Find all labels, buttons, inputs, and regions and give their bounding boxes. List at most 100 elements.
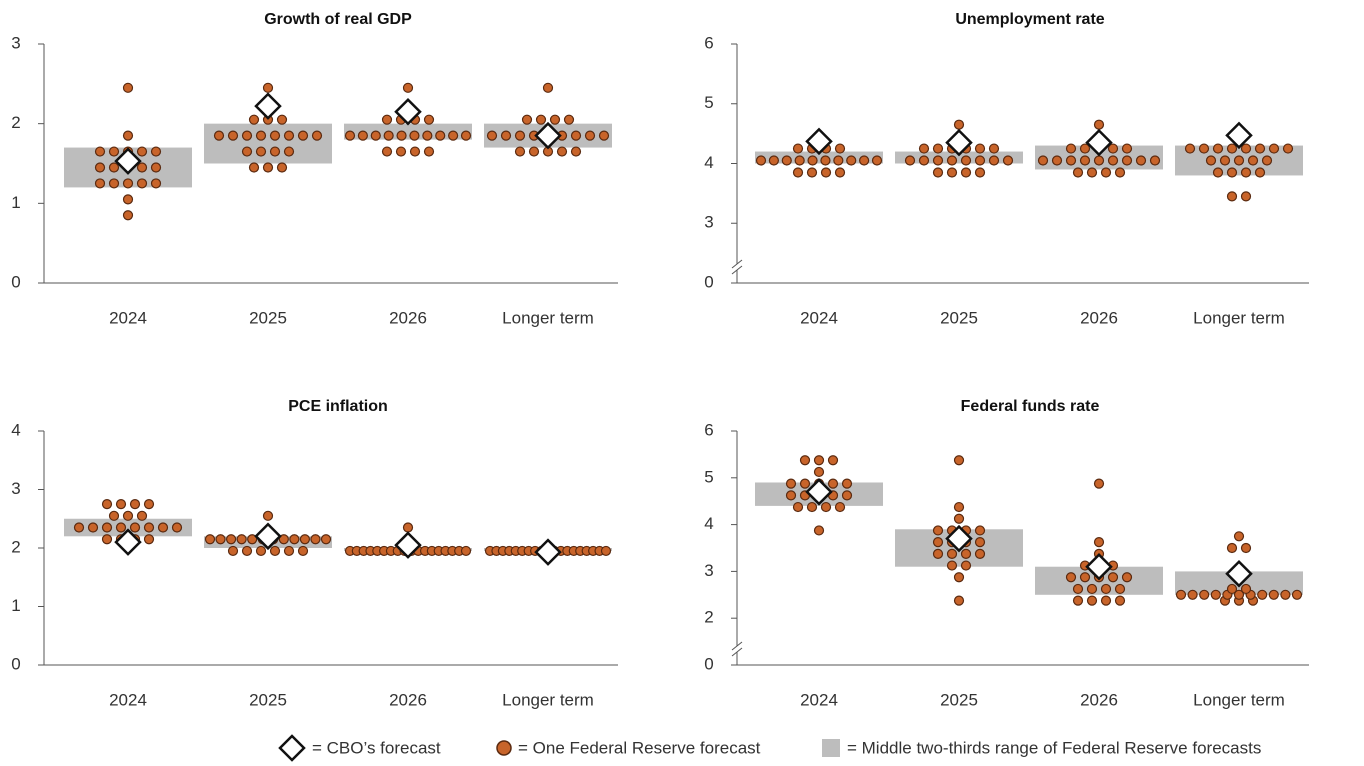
cbo-diamond bbox=[1225, 121, 1253, 150]
fed-dot bbox=[247, 534, 258, 545]
fed-dot bbox=[806, 501, 818, 513]
fed-dot bbox=[1187, 589, 1198, 600]
fed-dot bbox=[556, 146, 568, 157]
chart-title: Growth of real GDP bbox=[264, 11, 412, 28]
fed-dot bbox=[988, 143, 1000, 154]
axis-break-mark bbox=[731, 259, 743, 269]
fed-dot bbox=[241, 146, 253, 157]
x-tick-label: 2025 bbox=[940, 308, 978, 327]
fed-dot bbox=[108, 178, 120, 189]
fed-dot bbox=[157, 522, 169, 533]
fed-dot bbox=[799, 478, 811, 489]
fed-dot bbox=[422, 130, 433, 141]
x-tick-label: Longer term bbox=[502, 308, 594, 327]
x-tick-label: Longer term bbox=[502, 690, 594, 709]
fed-dot bbox=[269, 545, 281, 557]
fed-dot bbox=[1261, 155, 1273, 166]
fed-dot bbox=[460, 130, 472, 141]
y-tick-label: 4 bbox=[704, 153, 713, 172]
fed-dot bbox=[357, 130, 368, 141]
fed-dot bbox=[834, 167, 846, 178]
fed-dot bbox=[108, 162, 120, 173]
fed-dot bbox=[806, 167, 818, 178]
axis-break-mark bbox=[731, 647, 743, 657]
fed-dot bbox=[918, 155, 930, 166]
fed-dot bbox=[946, 167, 958, 178]
fed-dot bbox=[841, 490, 853, 501]
fed-dot bbox=[136, 162, 148, 173]
fed-dot bbox=[1065, 155, 1077, 166]
fed-dot bbox=[792, 501, 804, 513]
fed-dot bbox=[1280, 589, 1291, 600]
fed-dot bbox=[514, 146, 526, 157]
fed-dot bbox=[953, 119, 965, 130]
fed-dot bbox=[1114, 595, 1126, 606]
fed-dot bbox=[1079, 143, 1091, 154]
fed-dot bbox=[241, 545, 253, 557]
fed-dot bbox=[1065, 143, 1077, 154]
x-tick-label: 2025 bbox=[940, 690, 978, 709]
fed-dot bbox=[289, 534, 300, 545]
fed-dot bbox=[820, 155, 831, 166]
fed-dot bbox=[932, 167, 944, 178]
y-tick-label: 2 bbox=[11, 113, 20, 132]
fed-dot bbox=[813, 466, 825, 478]
fed-dot bbox=[94, 146, 106, 157]
fed-dot bbox=[283, 545, 295, 557]
y-tick-label: 1 bbox=[11, 596, 20, 615]
fed-dot bbox=[946, 560, 958, 571]
fed-dot bbox=[101, 534, 113, 545]
cbo-diamond bbox=[945, 524, 973, 553]
cbo-diamond bbox=[1085, 128, 1113, 157]
x-tick-label: 2026 bbox=[389, 690, 427, 709]
fed-dot bbox=[807, 155, 818, 166]
y-tick-label: 5 bbox=[704, 467, 713, 486]
fed-dot bbox=[171, 522, 183, 533]
fed-dot bbox=[248, 114, 260, 125]
fed-dot bbox=[1198, 143, 1210, 154]
fed-dot bbox=[122, 130, 134, 141]
fed-dot bbox=[122, 178, 134, 189]
fed-dot bbox=[297, 545, 309, 557]
fed-dot bbox=[1282, 143, 1294, 154]
fed-dot bbox=[1226, 191, 1238, 202]
fed-dot bbox=[1240, 542, 1252, 554]
fed-dot bbox=[460, 545, 472, 557]
fed-dot bbox=[299, 534, 311, 545]
fed-dot bbox=[402, 522, 414, 533]
fed-dot bbox=[276, 114, 288, 125]
fed-dot bbox=[960, 167, 972, 178]
fed-dot bbox=[236, 534, 247, 545]
range-box bbox=[64, 518, 192, 537]
fed-dot bbox=[600, 545, 612, 557]
axis-break-mark bbox=[731, 641, 743, 651]
fed-dot bbox=[859, 155, 870, 166]
fed-dot bbox=[115, 499, 127, 510]
x-tick-label: 2025 bbox=[249, 308, 287, 327]
fed-dot bbox=[500, 130, 512, 141]
fed-dot bbox=[283, 130, 295, 141]
fed-dot bbox=[101, 522, 113, 533]
fed-dot bbox=[396, 130, 407, 141]
fed-dot bbox=[932, 143, 944, 154]
fed-dot bbox=[320, 534, 332, 545]
fed-dot bbox=[827, 455, 839, 466]
x-tick-label: Longer term bbox=[1193, 690, 1285, 709]
legend-label: = One Federal Reserve forecast bbox=[518, 738, 761, 757]
fed-dot bbox=[150, 162, 162, 173]
fed-dot bbox=[423, 114, 435, 125]
fed-dot bbox=[1086, 595, 1098, 606]
fed-dot bbox=[1086, 583, 1098, 595]
fed-dot bbox=[94, 162, 106, 173]
fed-dot bbox=[1219, 155, 1231, 166]
legend-dot bbox=[496, 740, 512, 756]
fed-dot bbox=[960, 560, 972, 571]
fed-dot bbox=[1107, 155, 1119, 166]
x-tick-label: 2024 bbox=[109, 690, 147, 709]
y-tick-label: 3 bbox=[704, 213, 713, 232]
fed-dot bbox=[1107, 572, 1119, 583]
fed-dot bbox=[269, 130, 281, 141]
fed-dot bbox=[311, 130, 323, 141]
y-tick-label: 4 bbox=[11, 420, 20, 439]
fed-dot bbox=[1121, 143, 1133, 154]
